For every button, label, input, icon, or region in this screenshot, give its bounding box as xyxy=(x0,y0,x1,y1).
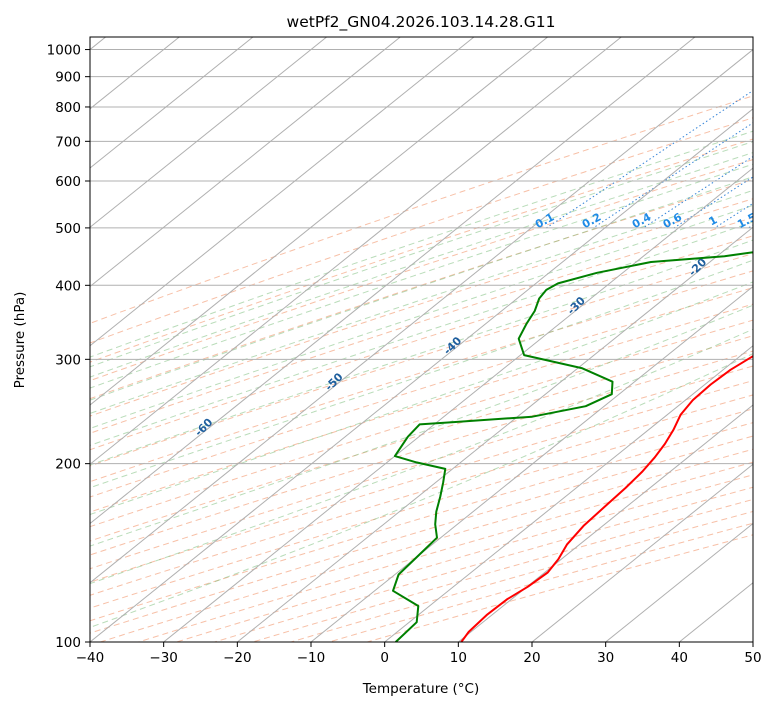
isotherm xyxy=(90,37,401,288)
x-tick-label: 0 xyxy=(380,650,389,666)
y-tick-label: 300 xyxy=(55,352,81,368)
isotherm xyxy=(90,37,254,169)
isotherm xyxy=(90,37,548,406)
plot-frame xyxy=(89,36,754,643)
x-axis: −40 −30 −20 −10 0 10 20 30 40 50 xyxy=(76,642,762,666)
moist-adiabat xyxy=(90,328,753,585)
dry-adiabat xyxy=(90,365,753,570)
x-tick-label: −40 xyxy=(76,650,105,666)
profile-series xyxy=(392,251,753,642)
x-axis-label: Temperature (°C) xyxy=(362,681,480,697)
isotherm xyxy=(237,226,753,642)
isotherm xyxy=(90,37,475,347)
moist-adiabat xyxy=(90,152,753,378)
moist-adiabat xyxy=(90,281,753,516)
isotherm xyxy=(531,463,753,642)
isotherm xyxy=(90,37,622,465)
dry-adiabat xyxy=(90,235,753,451)
x-tick-label: 40 xyxy=(671,650,688,666)
dry-adiabat xyxy=(90,217,753,434)
y-tick-label: 400 xyxy=(55,278,81,294)
dewpoint-line xyxy=(392,251,753,642)
y-tick-label: 900 xyxy=(55,70,81,86)
dry-adiabat xyxy=(90,350,753,556)
temperature-line xyxy=(460,354,753,642)
mixing-ratio-line xyxy=(673,176,753,229)
y-tick-label: 800 xyxy=(55,100,81,116)
chart-title: wetPf2_GN04.2026.103.14.28.G11 xyxy=(287,13,556,32)
y-tick-label: 1000 xyxy=(47,43,81,59)
y-tick-label: 600 xyxy=(55,174,81,190)
moist-adiabat xyxy=(90,189,753,414)
y-tick-label: 500 xyxy=(55,221,81,237)
isotherm xyxy=(605,522,753,642)
x-tick-label: −10 xyxy=(297,650,326,666)
isotherm xyxy=(310,285,753,642)
isotherm xyxy=(90,48,753,584)
isotherm xyxy=(90,108,753,642)
background-grid xyxy=(90,37,753,642)
dry-adiabat xyxy=(90,394,753,596)
y-tick-label: 100 xyxy=(55,635,81,651)
dry-adiabat xyxy=(90,178,753,400)
moist-adiabat xyxy=(90,221,753,446)
y-axis-label: Pressure (hPa) xyxy=(12,292,28,389)
x-tick-label: 20 xyxy=(523,650,540,666)
dry-adiabat xyxy=(90,287,753,498)
dry-adiabat xyxy=(90,319,753,528)
dry-adiabat xyxy=(90,117,753,344)
moist-adiabat xyxy=(90,204,753,429)
isotherm xyxy=(90,37,327,228)
y-tick-label: 700 xyxy=(55,134,81,150)
dry-adiabat xyxy=(90,270,753,483)
moist-adiabat xyxy=(90,176,753,401)
moist-adiabat xyxy=(90,163,753,389)
x-tick-label: −20 xyxy=(223,650,252,666)
isotherm xyxy=(163,167,753,642)
dry-adiabat xyxy=(90,95,753,324)
x-tick-label: 30 xyxy=(597,650,614,666)
x-tick-label: −30 xyxy=(149,650,178,666)
moist-adiabat xyxy=(90,304,753,547)
isotherm xyxy=(458,404,753,642)
y-axis: 100 200 300 400 500 600 700 800 900 1000 xyxy=(47,43,90,651)
isotherm xyxy=(90,37,696,525)
x-tick-label: 10 xyxy=(450,650,467,666)
x-tick-label: 50 xyxy=(744,650,761,666)
isotherm xyxy=(384,345,753,642)
y-tick-label: 200 xyxy=(55,457,81,473)
